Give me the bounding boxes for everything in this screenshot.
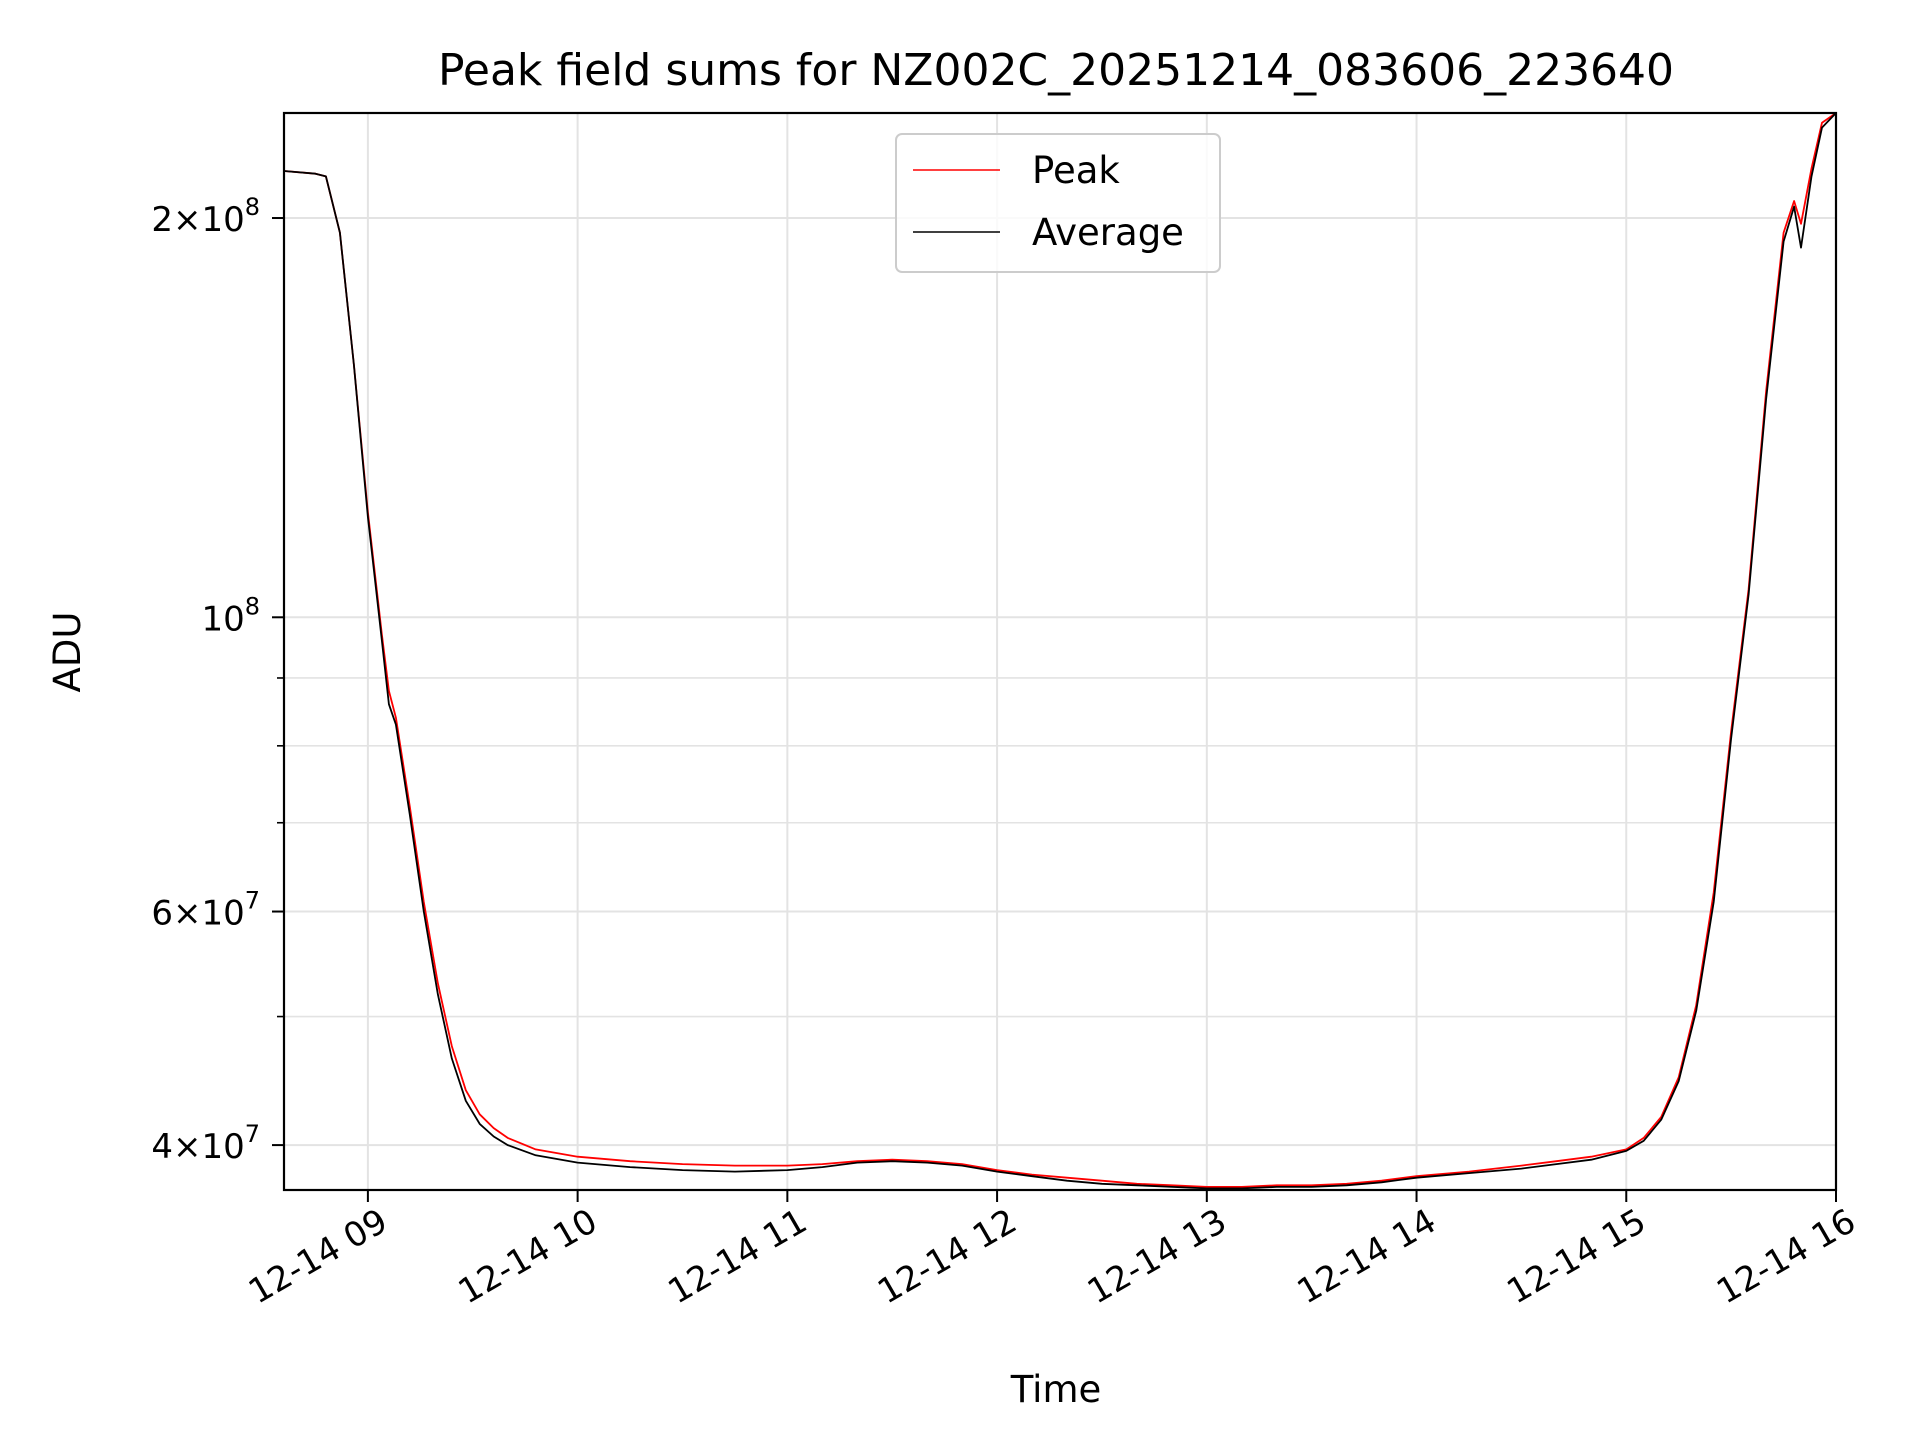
- legend: Peak Average: [895, 133, 1221, 273]
- y-tick-label: 2×108: [151, 193, 260, 240]
- legend-label-peak: Peak: [1032, 149, 1120, 192]
- y-tick-label-exponent: 8: [245, 193, 260, 221]
- series-line-peak: [283, 112, 1837, 1188]
- y-tick-label-base: 2×10: [151, 200, 244, 240]
- y-tick-label-exponent: 8: [245, 592, 260, 620]
- x-axis-label: Time: [1010, 1368, 1102, 1411]
- legend-label-average: Average: [1032, 211, 1184, 254]
- y-tick-label: 108: [201, 592, 260, 639]
- y-axis-label: ADU: [46, 612, 89, 693]
- y-tick-label-base: 4×10: [151, 1127, 244, 1167]
- series-line-average: [283, 112, 1837, 1190]
- chart-title: Peak field sums for NZ002C_20251214_0836…: [438, 45, 1674, 96]
- y-tick-label-exponent: 7: [245, 887, 260, 915]
- y-tick-label: 6×107: [151, 887, 260, 934]
- series-layer: [283, 112, 1837, 1190]
- y-tick-label-base: 6×10: [151, 894, 244, 934]
- y-tick-label-base: 10: [201, 599, 244, 639]
- plot-area-frame: [282, 111, 1838, 1192]
- legend-frame: [895, 133, 1221, 273]
- y-tick-label-exponent: 7: [245, 1120, 260, 1148]
- y-tick-label: 4×107: [151, 1120, 260, 1167]
